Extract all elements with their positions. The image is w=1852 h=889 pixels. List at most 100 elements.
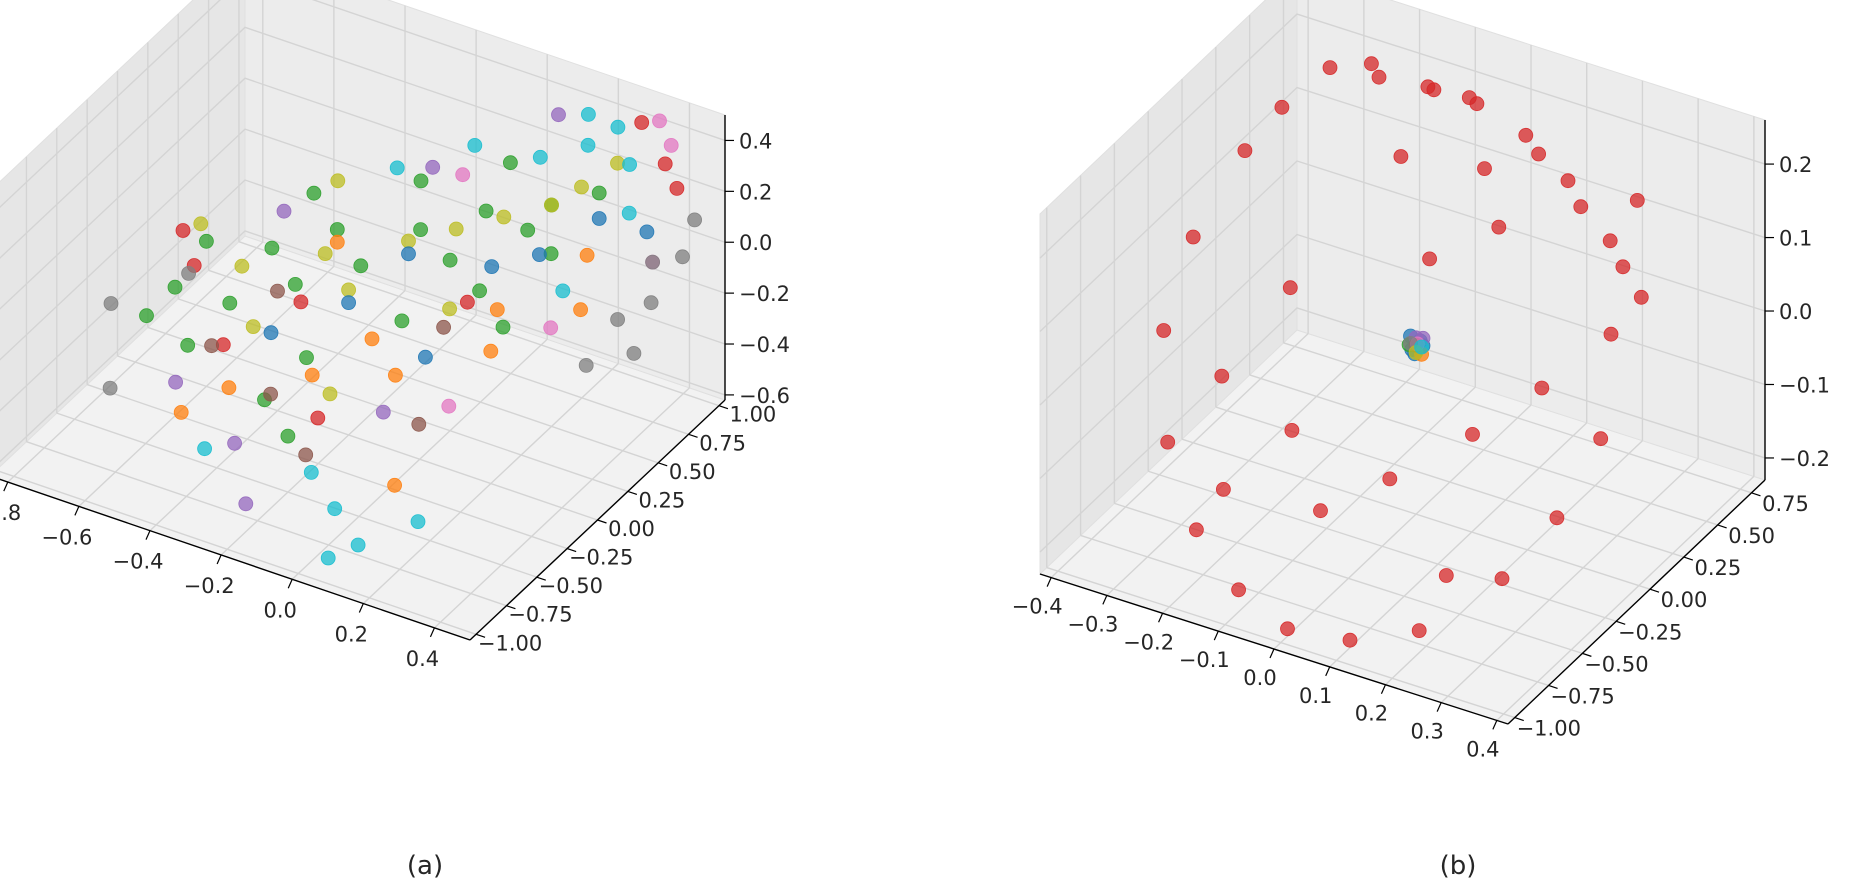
scatter-point [329, 222, 345, 237]
y-tick-label-a: 0.50 [669, 460, 716, 484]
y-tick-b [1649, 588, 1660, 593]
y-tick-b [1582, 652, 1592, 657]
x-tick-a [287, 579, 293, 589]
scatter-point [304, 367, 320, 383]
scatter-point [1342, 632, 1358, 648]
scatter-points-a [102, 107, 702, 566]
scatter-point [610, 119, 626, 135]
x-axis-line-a [0, 478, 471, 641]
scatter-point [436, 319, 452, 335]
z-tick-label-a: −0.2 [739, 282, 790, 306]
scatter-point [238, 496, 254, 512]
scatter-point [317, 246, 333, 262]
scatter-point [299, 350, 314, 366]
scatter-point [293, 294, 309, 310]
scatter-point [222, 295, 238, 311]
x-tick-label-a: −0.6 [41, 525, 92, 549]
x-tick-label-b: 0.3 [1410, 720, 1443, 744]
scatter-point [1216, 481, 1231, 497]
scatter-point [1156, 323, 1172, 338]
scatter-point [591, 185, 607, 201]
x-tick-a [216, 554, 222, 565]
scatter-point [197, 441, 213, 457]
grid-y-floor-a [0, 470, 477, 635]
scatter-point [276, 203, 292, 219]
x-tick-label-a: 0.4 [406, 647, 439, 671]
scatter-point [496, 209, 512, 225]
y-tick-label-b: 0.00 [1661, 588, 1708, 612]
scatter-point [1465, 426, 1480, 442]
scatter-point [551, 107, 566, 123]
grid-x-floor-b [1273, 404, 1532, 650]
scatter-point [610, 312, 625, 327]
grid-z-a [0, 230, 726, 463]
grid-y-floor-b [1147, 470, 1617, 622]
x-tick-label-b: −0.1 [1179, 648, 1230, 672]
y-tick-label-a: 0.75 [699, 431, 746, 455]
x-tick-a [429, 627, 435, 638]
scatter-point [425, 159, 441, 175]
grid-y-floor-b [1046, 566, 1515, 719]
scatter-point [1411, 623, 1427, 638]
side-wall-pane-b [1039, 0, 1298, 576]
grid-y-floor-a [117, 355, 598, 521]
scatter-point [1549, 510, 1565, 526]
x-tick-label-b: 0.1 [1299, 684, 1332, 708]
grid-x-floor-b [1496, 475, 1755, 721]
scatter-point [298, 447, 314, 463]
y-tick-a [688, 433, 698, 438]
grid-y-floor-b [1249, 374, 1718, 526]
grid-y-floor-a [26, 441, 507, 607]
z-tick-label-a: −0.4 [739, 333, 790, 357]
scatter-point [1313, 503, 1328, 519]
scatter3d-panel-a: −0.8 −0.6 −0.4 −0.2 0.0 0.2 0.4 −1.00 −0.75 −0.50… [0, 0, 790, 671]
scatter-point [626, 345, 642, 361]
scatter-point [643, 295, 659, 311]
scatter-point [543, 320, 559, 336]
scatter-point [1438, 568, 1454, 583]
scatter-point [502, 155, 518, 171]
grid-x-floor-b [1329, 422, 1588, 668]
x-tick-label-a: −0.4 [113, 550, 164, 574]
scatter-point [341, 295, 357, 311]
scatter-point [1461, 90, 1477, 105]
x-tick-b [1158, 613, 1164, 623]
scatter-point [1534, 380, 1550, 396]
y-tick-a [658, 462, 668, 467]
grid-z-b [1039, 86, 1766, 333]
scatter-point [484, 259, 500, 275]
z-tick-label-b: −0.1 [1779, 373, 1830, 397]
grid-z-a [0, 77, 726, 310]
y-axis-line-b [1507, 479, 1766, 725]
scatter-point [375, 404, 391, 420]
scatter-point [1371, 69, 1387, 85]
scatter-point [167, 279, 183, 295]
scatter-point [687, 212, 702, 228]
scatter-point [263, 325, 279, 341]
scatter-points-b [1156, 56, 1649, 648]
scatter-point [1393, 149, 1409, 164]
y-tick-b [1751, 492, 1761, 497]
scatter-point [303, 464, 319, 480]
scatter-point [387, 477, 403, 493]
z-tick-label-b: 0.2 [1779, 153, 1812, 177]
scatter-point [193, 216, 209, 232]
scatter-point [411, 416, 427, 432]
scatter-point [579, 247, 595, 263]
scatter-point [1560, 173, 1576, 189]
scatter-point [652, 113, 667, 129]
panel-caption-a: (a) [407, 851, 443, 881]
grid-z-b [1039, 160, 1766, 406]
scatter-point [675, 249, 690, 265]
y-tick-label-a: 1.00 [730, 403, 777, 427]
grid-y-floor-a [238, 241, 720, 407]
grid-y-floor-a [86, 383, 568, 550]
scatter-point [489, 302, 505, 318]
x-tick-label-b: −0.4 [1012, 595, 1063, 619]
scatter-point [341, 282, 357, 298]
grid-x-floor-b [1050, 333, 1309, 579]
z-tick-label-b: 0.1 [1779, 227, 1812, 251]
grid-x-floor-b [1162, 368, 1421, 614]
scatter-point [322, 386, 338, 402]
scatter-point [442, 301, 458, 317]
